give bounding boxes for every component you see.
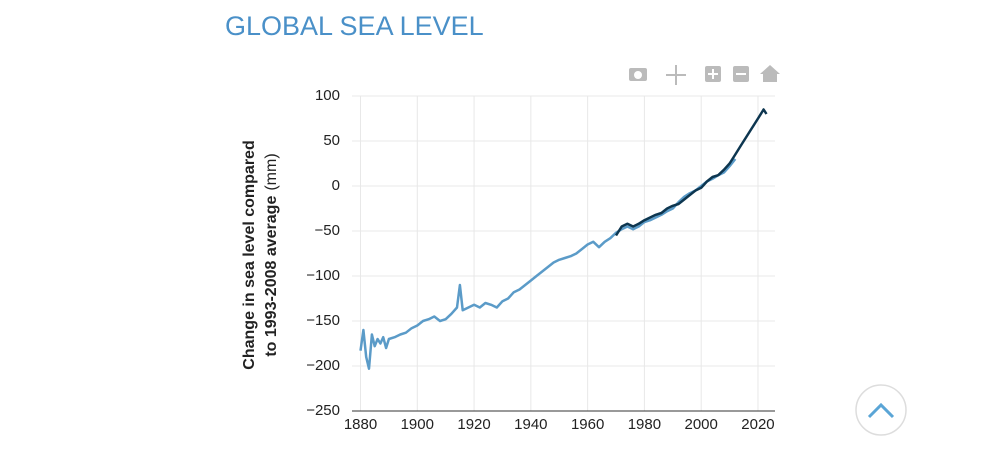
y-axis-label-unit: (mm) (263, 153, 280, 190)
x-tick-label: 1880 (344, 416, 377, 433)
back-to-top[interactable] (855, 384, 907, 436)
chart-title: GLOBAL SEA LEVEL (225, 11, 484, 41)
series-line (359, 158, 737, 370)
x-tick-label: 2000 (685, 416, 718, 433)
x-tick-label: 1900 (401, 416, 434, 433)
x-tick-label: 1920 (457, 416, 490, 433)
x-tick-label: 1980 (628, 416, 661, 433)
home-icon[interactable] (760, 65, 780, 82)
zoom-in-plus (708, 69, 718, 79)
y-axis-label-line: to 1993-2008 average (mm) (263, 153, 280, 356)
y-tick-label: −250 (306, 402, 340, 419)
back-to-top-button[interactable] (855, 384, 907, 436)
y-tick-label: −200 (306, 357, 340, 374)
y-axis-label-text: to 1993-2008 average (263, 196, 280, 357)
series-line (614, 108, 768, 237)
y-tick-label: 100 (315, 87, 340, 104)
pan-icon[interactable] (666, 65, 686, 85)
x-tick-label: 1960 (571, 416, 604, 433)
y-tick-label: 50 (323, 132, 340, 149)
y-tick-label: −150 (306, 312, 340, 329)
y-tick-label: −50 (315, 222, 340, 239)
y-axis-label: Change in sea level compared to 1993-2008… (241, 140, 280, 369)
camera-lens (634, 71, 642, 79)
toolbar[interactable] (629, 65, 780, 85)
x-tick-label: 1940 (514, 416, 547, 433)
y-tick-label: −100 (306, 267, 340, 284)
y-axis-label-line: Change in sea level compared (241, 140, 258, 369)
chevron-up (867, 402, 895, 419)
x-tick-label: 2020 (741, 416, 774, 433)
y-tick-label: 0 (332, 177, 340, 194)
